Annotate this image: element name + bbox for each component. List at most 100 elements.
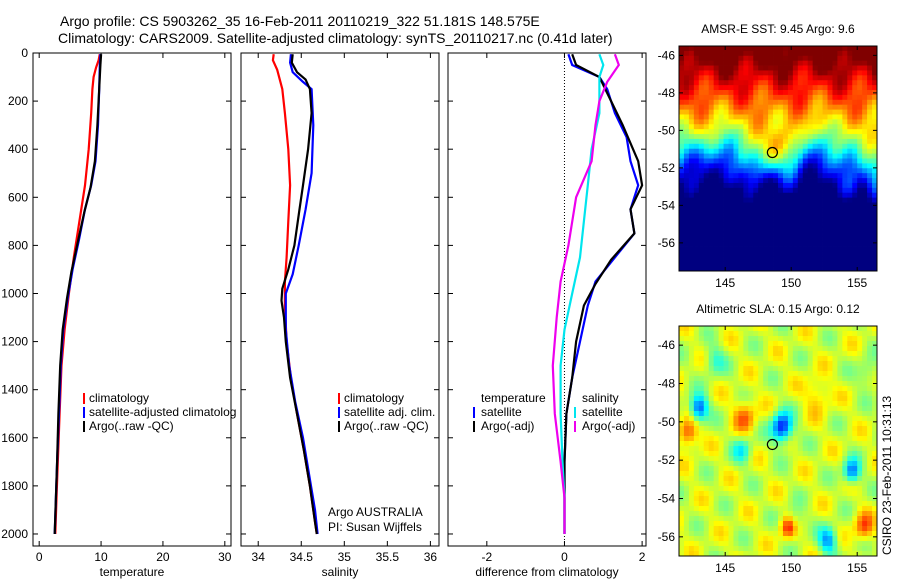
heatmap-cell	[723, 451, 729, 457]
heatmap-cell	[718, 85, 724, 91]
heatmap-cell	[718, 441, 724, 447]
heatmap-cell	[782, 50, 789, 57]
heatmap-cell	[683, 506, 690, 512]
heatmap-cell	[842, 85, 848, 91]
heatmap-cell	[837, 94, 843, 101]
heatmap-cell	[867, 506, 873, 512]
heatmap-cell	[763, 202, 769, 208]
heatmap-cell	[693, 341, 700, 347]
heatmap-cell	[723, 85, 729, 91]
heatmap-cell	[837, 138, 843, 145]
heatmap-cell	[817, 441, 823, 447]
heatmap-cell	[867, 178, 873, 184]
heatmap-cell	[768, 426, 774, 432]
heatmap-cell	[748, 516, 754, 522]
heatmap-cell	[792, 50, 799, 57]
heatmap-cell	[782, 536, 789, 542]
heatmap-cell	[787, 85, 794, 91]
heatmap-cell	[758, 197, 764, 203]
heatmap-cell	[748, 506, 754, 512]
heatmap-cell	[698, 168, 705, 174]
heatmap-cell	[688, 173, 695, 179]
heatmap-cell	[817, 75, 823, 81]
heatmap-cell	[827, 451, 833, 457]
heatmap-cell	[753, 376, 759, 382]
heatmap-cell	[782, 212, 789, 218]
heatmap-cell	[738, 50, 744, 57]
heatmap-cell	[822, 501, 828, 507]
heatmap-cell	[802, 436, 809, 442]
heatmap-cell	[817, 99, 823, 106]
heatmap-cell	[812, 521, 818, 527]
heatmap-cell	[827, 217, 833, 223]
heatmap-cell	[812, 431, 818, 437]
heatmap-cell	[723, 119, 729, 125]
heatmap-cell	[728, 192, 734, 199]
heatmap-cell	[758, 466, 764, 472]
heatmap-cell	[852, 256, 858, 262]
heatmap-cell	[812, 55, 818, 62]
heatmap-cell	[837, 396, 843, 402]
heatmap-cell	[787, 60, 794, 66]
heatmap-cell	[802, 326, 809, 332]
y-tick-label: 600	[8, 190, 28, 204]
heatmap-cell	[733, 441, 739, 447]
heatmap-cell	[688, 501, 695, 507]
heatmap-cell	[738, 99, 744, 106]
heatmap-cell	[847, 531, 853, 537]
heatmap-cell	[773, 536, 779, 542]
heatmap-cell	[857, 138, 863, 145]
heatmap-cell	[867, 491, 873, 497]
legend-heading: salinity	[582, 391, 619, 405]
heatmap-cell	[703, 396, 710, 402]
heatmap-cell	[797, 207, 804, 213]
heatmap-cell	[743, 326, 749, 332]
heatmap-cell	[693, 60, 700, 66]
heatmap-cell	[748, 148, 754, 155]
heatmap-cell	[753, 361, 759, 367]
heatmap-cell	[852, 376, 858, 382]
heatmap-cell	[773, 406, 779, 412]
heatmap-cell	[728, 491, 734, 497]
heatmap-cell	[842, 217, 848, 223]
heatmap-cell	[763, 541, 769, 547]
heatmap-cell	[768, 396, 774, 402]
heatmap-cell	[862, 143, 868, 150]
heatmap-cell	[763, 371, 769, 377]
heatmap-cell	[797, 231, 804, 238]
heatmap-cell	[817, 251, 823, 257]
heatmap-cell	[837, 511, 843, 517]
heatmap-cell	[852, 65, 858, 71]
heatmap-cell	[683, 401, 690, 407]
heatmap-cell	[693, 416, 700, 422]
heatmap-cell	[758, 531, 764, 537]
heatmap-cell	[837, 178, 843, 184]
heatmap-cell	[679, 80, 685, 86]
heatmap-cell	[787, 158, 794, 164]
heatmap-cell	[837, 90, 843, 96]
heatmap-cell	[728, 153, 734, 159]
heatmap-cell	[688, 124, 695, 130]
heatmap-cell	[797, 486, 804, 492]
heatmap-cell	[792, 158, 799, 164]
heatmap-cell	[827, 371, 833, 377]
heatmap-cell	[867, 158, 873, 164]
heatmap-cell	[812, 421, 818, 427]
heatmap-cell	[723, 50, 729, 57]
heatmap-cell	[847, 541, 853, 547]
heatmap-cell	[832, 261, 838, 267]
heatmap-cell	[852, 381, 858, 387]
heatmap-cell	[857, 231, 863, 238]
heatmap-cell	[807, 371, 814, 377]
heatmap-cell	[802, 441, 809, 447]
heatmap-cell	[753, 60, 759, 66]
heatmap-cell	[802, 207, 809, 213]
heatmap-cell	[807, 436, 814, 442]
heatmap-cell	[688, 441, 695, 447]
heatmap-cell	[822, 361, 828, 367]
heatmap-cell	[763, 341, 769, 347]
heatmap-cell	[758, 361, 764, 367]
heatmap-cell	[872, 411, 878, 417]
heatmap-cell	[792, 143, 799, 150]
heatmap-cell	[768, 476, 774, 482]
